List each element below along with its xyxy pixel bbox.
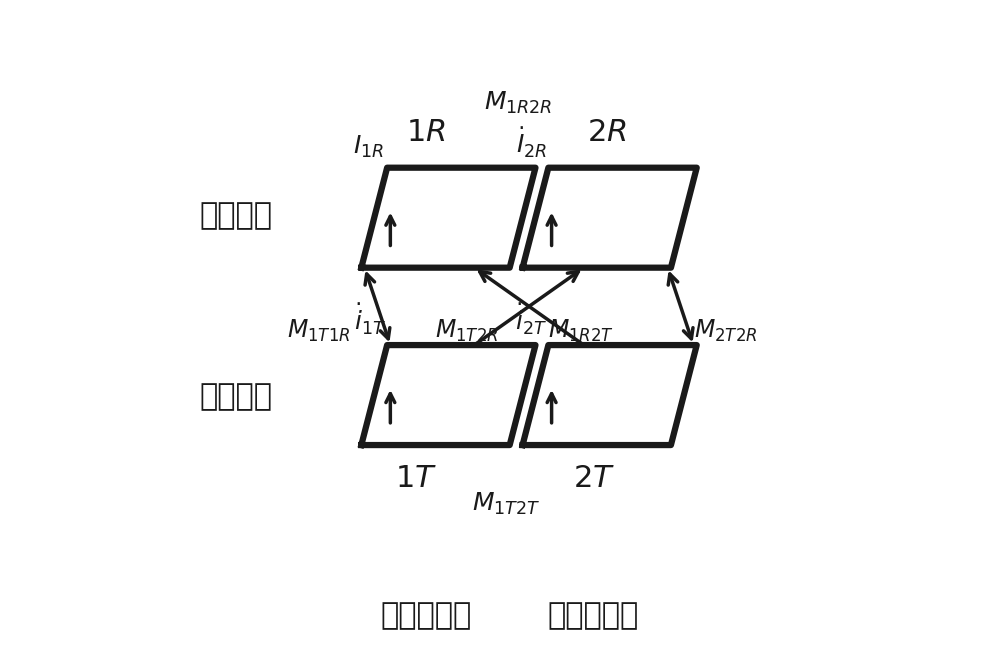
Text: 第一个模块: 第一个模块	[380, 602, 471, 630]
Text: $\dot{i}_{1T}$: $\dot{i}_{1T}$	[354, 302, 386, 337]
Polygon shape	[523, 345, 697, 445]
Polygon shape	[361, 168, 535, 268]
Polygon shape	[523, 168, 697, 268]
Text: $\dot{I}_{2R}$: $\dot{I}_{2R}$	[516, 126, 547, 160]
Text: $\dot{i}_{2T}$: $\dot{i}_{2T}$	[515, 302, 547, 337]
Text: $M_{1R2R}$: $M_{1R2R}$	[484, 90, 552, 116]
Polygon shape	[361, 345, 535, 445]
Text: 第二个模块: 第二个模块	[548, 602, 639, 630]
Text: 接收线圈: 接收线圈	[199, 202, 272, 230]
Text: $M_{2T2R}$: $M_{2T2R}$	[694, 318, 757, 344]
Text: $I_{1R}$: $I_{1R}$	[353, 134, 384, 160]
Text: 发射线圈: 发射线圈	[199, 382, 272, 411]
Text: $M_{1T2R}$: $M_{1T2R}$	[435, 318, 498, 344]
Text: $1R$: $1R$	[406, 118, 446, 146]
Text: $1T$: $1T$	[395, 464, 437, 493]
Text: $2R$: $2R$	[587, 118, 626, 146]
Text: $M_{1T2T}$: $M_{1T2T}$	[472, 491, 541, 517]
Text: $M_{1T1R}$: $M_{1T1R}$	[287, 318, 350, 344]
Text: $2T$: $2T$	[573, 464, 615, 493]
Text: $M_{1R2T}$: $M_{1R2T}$	[548, 318, 614, 344]
